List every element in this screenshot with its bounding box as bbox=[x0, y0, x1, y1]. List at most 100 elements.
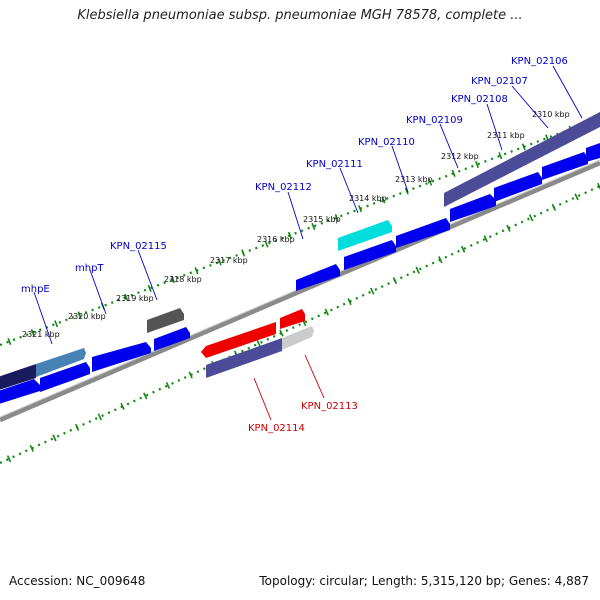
gene-feature[interactable] bbox=[494, 172, 542, 202]
major-tick bbox=[124, 293, 129, 301]
label-leader bbox=[33, 291, 53, 345]
major-tick bbox=[324, 308, 330, 316]
gene-label-kpn-02110[interactable]: KPN_02110 bbox=[358, 137, 415, 148]
major-tick bbox=[143, 392, 148, 400]
major-tick bbox=[171, 276, 176, 284]
gene-label-kpn-02114[interactable]: KPN_02114 bbox=[248, 423, 305, 434]
major-tick bbox=[381, 196, 386, 204]
gene-label-mhpe[interactable]: mhpE bbox=[21, 284, 50, 295]
gene-feature[interactable] bbox=[147, 308, 184, 333]
major-tick bbox=[460, 245, 466, 253]
major-tick bbox=[7, 337, 12, 345]
tick-label: 2318 kbp bbox=[164, 275, 202, 284]
major-tick bbox=[438, 256, 443, 264]
major-tick bbox=[404, 187, 409, 195]
gene-feature[interactable] bbox=[542, 152, 588, 180]
label-leader bbox=[339, 167, 359, 214]
gene-feature[interactable] bbox=[154, 327, 190, 351]
outer-genes bbox=[0, 112, 600, 396]
major-tick bbox=[29, 444, 34, 452]
gene-feature[interactable] bbox=[206, 338, 282, 378]
tick-label: 2312 kbp bbox=[441, 152, 479, 161]
label-leader bbox=[486, 103, 503, 151]
gene-feature[interactable] bbox=[0, 364, 36, 396]
forward-strand-genes bbox=[0, 143, 600, 410]
major-tick bbox=[475, 161, 479, 169]
gene-label-kpn-02111[interactable]: KPN_02111 bbox=[306, 159, 363, 170]
gene-label-kpn-02112[interactable]: KPN_02112 bbox=[255, 182, 312, 193]
major-tick bbox=[551, 203, 557, 211]
inner-scale-line bbox=[0, 185, 600, 464]
tick-label: 2319 kbp bbox=[116, 294, 154, 303]
major-tick bbox=[147, 284, 152, 292]
scale-labels: 2310 kbp 2311 kbp 2312 kbp 2313 kbp 2314… bbox=[22, 110, 570, 339]
gene-label-kpn-02109[interactable]: KPN_02109 bbox=[406, 115, 463, 126]
major-tick bbox=[97, 413, 103, 421]
map-title: Klebsiella pneumoniae subsp. pneumoniae … bbox=[77, 8, 523, 23]
major-tick bbox=[597, 182, 600, 190]
label-leader bbox=[439, 123, 459, 169]
gene-label-kpn-02106[interactable]: KPN_02106 bbox=[511, 56, 568, 67]
gene-feature[interactable] bbox=[92, 342, 151, 372]
gene-feature[interactable] bbox=[396, 218, 450, 248]
gene-label-kpn-02113[interactable]: KPN_02113 bbox=[301, 401, 358, 412]
outer-major-ticks bbox=[7, 116, 596, 345]
major-tick bbox=[392, 277, 398, 285]
major-tick bbox=[428, 178, 433, 186]
gene-feature[interactable] bbox=[36, 348, 86, 377]
gene-label-kpn-02108[interactable]: KPN_02108 bbox=[451, 94, 508, 105]
major-tick bbox=[241, 249, 246, 257]
major-tick bbox=[451, 169, 456, 177]
major-tick bbox=[347, 298, 352, 306]
gene-feature[interactable] bbox=[0, 379, 40, 410]
major-tick bbox=[54, 320, 59, 328]
major-tick bbox=[256, 340, 261, 348]
gene-feature[interactable] bbox=[344, 240, 396, 270]
gene-feature[interactable] bbox=[280, 309, 305, 329]
gene-feature[interactable] bbox=[201, 322, 276, 358]
major-tick bbox=[264, 240, 269, 248]
label-leader bbox=[137, 249, 158, 301]
major-tick bbox=[506, 224, 511, 232]
major-tick bbox=[74, 423, 80, 431]
major-tick bbox=[194, 267, 199, 275]
gene-feature[interactable] bbox=[338, 220, 392, 251]
gene-label-mhpt[interactable]: mhpT bbox=[75, 263, 104, 274]
tick-label: 2315 kbp bbox=[303, 215, 341, 224]
label-leader bbox=[511, 85, 549, 129]
major-tick bbox=[334, 214, 339, 222]
tick-label: 2314 kbp bbox=[349, 194, 387, 203]
major-tick bbox=[358, 205, 363, 213]
gene-label-kpn-02115[interactable]: KPN_02115 bbox=[110, 241, 167, 252]
gene-feature[interactable] bbox=[444, 112, 600, 207]
major-tick bbox=[165, 381, 171, 389]
topology-text: Topology: circular; Length: 5,315,120 bp… bbox=[259, 574, 589, 588]
gene-feature[interactable] bbox=[586, 143, 600, 162]
tick-label: 2316 kbp bbox=[257, 235, 295, 244]
major-tick bbox=[120, 402, 125, 410]
gene-feature[interactable] bbox=[450, 194, 496, 222]
tick-label: 2310 kbp bbox=[532, 110, 570, 119]
label-leader bbox=[391, 145, 409, 193]
gene-label-kpn-02107[interactable]: KPN_02107 bbox=[471, 76, 528, 87]
label-leader bbox=[287, 191, 304, 240]
gene-feature[interactable] bbox=[296, 264, 340, 291]
major-tick bbox=[574, 193, 579, 201]
forward-gene-labels bbox=[33, 65, 583, 345]
inner-major-ticks bbox=[6, 182, 600, 463]
tick-label: 2321 kbp bbox=[22, 330, 60, 339]
outer-scale-line bbox=[0, 116, 600, 347]
label-leader bbox=[552, 65, 583, 119]
label-leader bbox=[304, 354, 325, 399]
major-tick bbox=[415, 266, 420, 274]
label-leader bbox=[253, 377, 272, 421]
gene-feature[interactable] bbox=[40, 362, 90, 392]
major-tick bbox=[483, 235, 488, 243]
tick-label: 2311 kbp bbox=[487, 131, 525, 140]
major-tick bbox=[188, 371, 193, 379]
gene-feature[interactable] bbox=[282, 326, 314, 350]
major-tick bbox=[498, 152, 503, 160]
tick-label: 2317 kbp bbox=[210, 256, 248, 265]
tick-label: 2313 kbp bbox=[395, 175, 433, 184]
